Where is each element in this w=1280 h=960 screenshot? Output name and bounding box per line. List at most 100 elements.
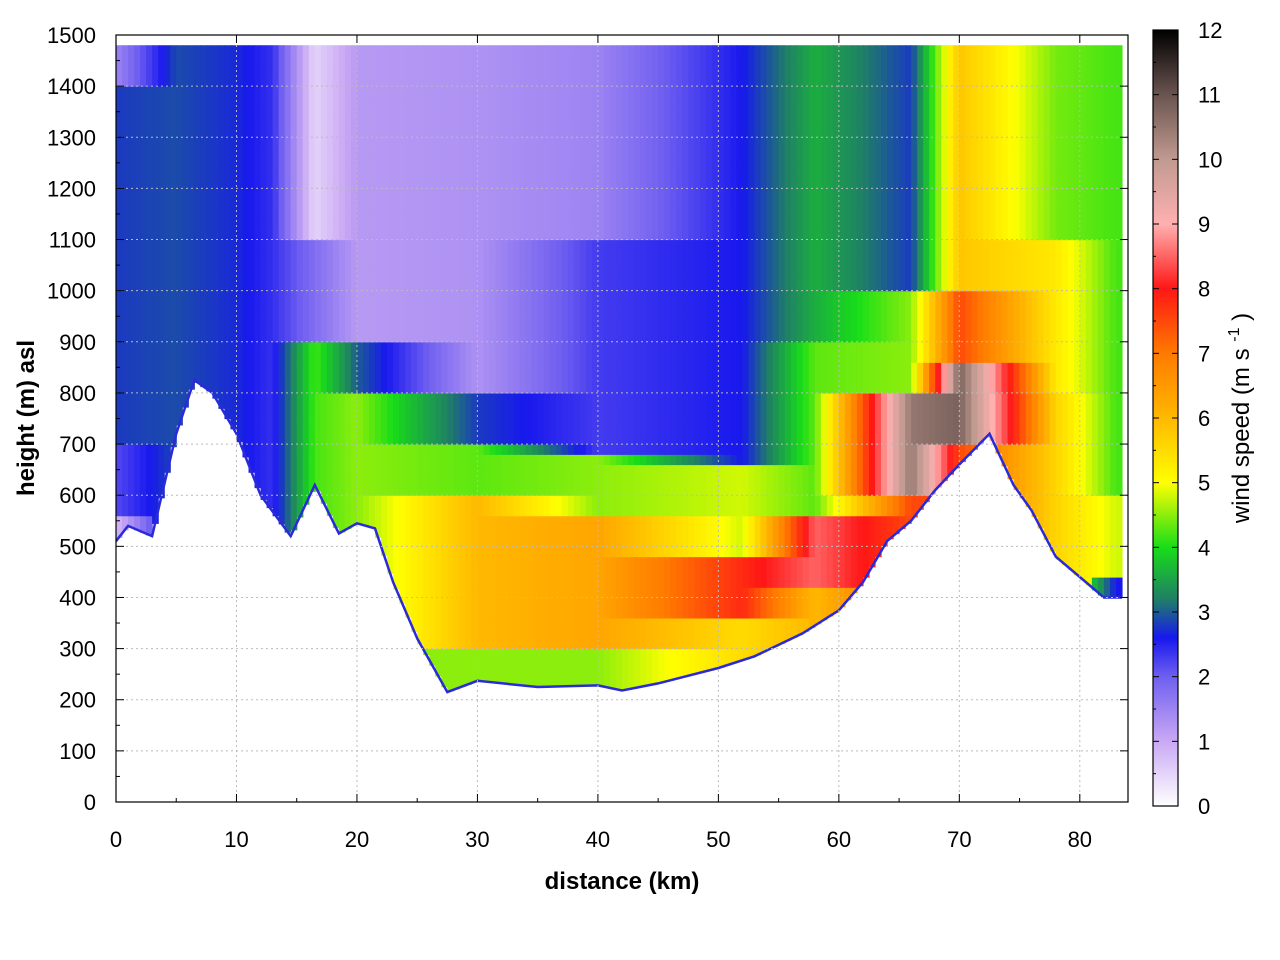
- heatmap-cell: [411, 464, 418, 476]
- heatmap-cell: [140, 239, 147, 251]
- heatmap-cell: [549, 45, 557, 57]
- heatmap-cell: [664, 178, 671, 189]
- heatmap-cell: [158, 75, 165, 87]
- heatmap-cell: [158, 280, 165, 292]
- heatmap-cell: [356, 454, 364, 466]
- heatmap-cell: [362, 331, 370, 343]
- heatmap-cell: [628, 587, 635, 599]
- heatmap-cell: [525, 75, 533, 87]
- heatmap-cell: [296, 188, 304, 200]
- heatmap-cell: [555, 392, 563, 404]
- heatmap-cell: [200, 167, 207, 179]
- heatmap-cell: [573, 495, 581, 507]
- heatmap-cell: [320, 239, 328, 251]
- heatmap-cell: [615, 229, 623, 241]
- heatmap-cell: [519, 249, 527, 261]
- heatmap-cell: [128, 167, 135, 179]
- heatmap-cell: [652, 413, 659, 425]
- heatmap-cell: [200, 382, 207, 388]
- heatmap-cell: [278, 321, 286, 333]
- heatmap-cell: [646, 157, 653, 169]
- heatmap-cell: [320, 331, 328, 343]
- heatmap-cell: [326, 96, 334, 108]
- heatmap-cell: [164, 270, 171, 282]
- heatmap-cell: [477, 96, 485, 108]
- heatmap-cell: [116, 188, 123, 200]
- heatmap-cell: [188, 208, 195, 220]
- heatmap-cell: [483, 290, 491, 302]
- heatmap-cell: [254, 157, 262, 169]
- heatmap-cell: [212, 178, 219, 189]
- heatmap-cell: [615, 65, 623, 77]
- heatmap-cell: [296, 423, 304, 435]
- heatmap-cell: [272, 259, 280, 271]
- heatmap-cell: [567, 311, 575, 322]
- heatmap-cell: [640, 270, 647, 282]
- heatmap-cell: [399, 86, 406, 97]
- heatmap-cell: [537, 628, 545, 639]
- heatmap-cell: [501, 495, 509, 507]
- heatmap-cell: [495, 290, 503, 302]
- heatmap-cell: [387, 362, 394, 374]
- heatmap-cell: [387, 311, 394, 322]
- heatmap-cell: [652, 638, 659, 650]
- heatmap-cell: [670, 515, 677, 527]
- heatmap-cell: [417, 433, 424, 445]
- heatmap-cell: [483, 96, 491, 108]
- heatmap-cell: [622, 137, 629, 149]
- heatmap-cell: [519, 587, 527, 599]
- heatmap-cell: [537, 403, 545, 414]
- heatmap-cell: [146, 75, 153, 87]
- heatmap-cell: [603, 679, 611, 688]
- heatmap-cell: [676, 229, 683, 241]
- heatmap-cell: [441, 658, 448, 670]
- heatmap-cell: [236, 55, 244, 67]
- heatmap-cell: [242, 362, 250, 374]
- heatmap-cell: [495, 96, 503, 108]
- heatmap-cell: [585, 178, 593, 189]
- heatmap-cell: [284, 300, 292, 312]
- heatmap-cell: [122, 392, 129, 404]
- heatmap-cell: [670, 423, 677, 435]
- heatmap-cell: [170, 362, 177, 374]
- heatmap-cell: [393, 341, 400, 353]
- heatmap-cell: [356, 127, 364, 138]
- heatmap-cell: [302, 137, 310, 149]
- heatmap-cell: [375, 352, 382, 363]
- heatmap-cell: [362, 454, 370, 466]
- heatmap-cell: [628, 157, 635, 169]
- heatmap-cell: [332, 444, 340, 455]
- heatmap-cell: [640, 331, 647, 343]
- heatmap-cell: [429, 546, 436, 558]
- heatmap-cell: [242, 229, 250, 241]
- heatmap-cell: [423, 157, 430, 169]
- heatmap-cell: [634, 86, 641, 97]
- heatmap-cell: [405, 536, 412, 547]
- heatmap-cell: [549, 96, 557, 108]
- heatmap-cell: [622, 188, 629, 200]
- heatmap-cell: [423, 311, 430, 322]
- heatmap-cell: [459, 280, 466, 292]
- heatmap-cell: [634, 362, 641, 374]
- heatmap-cell: [417, 167, 424, 179]
- heatmap-cell: [664, 341, 671, 353]
- heatmap-cell: [597, 321, 605, 333]
- heatmap-cell: [399, 116, 406, 128]
- heatmap-cell: [375, 157, 382, 169]
- heatmap-cell: [585, 127, 593, 138]
- heatmap-cell: [236, 219, 244, 230]
- heatmap-cell: [260, 239, 268, 251]
- heatmap-cell: [597, 597, 605, 609]
- heatmap-cell: [405, 300, 412, 312]
- heatmap-cell: [543, 198, 551, 210]
- heatmap-cell: [326, 178, 334, 189]
- heatmap-cell: [453, 597, 460, 609]
- heatmap-cell: [152, 249, 159, 261]
- heatmap-cell: [670, 259, 677, 271]
- heatmap-cell: [567, 198, 575, 210]
- heatmap-cell: [140, 413, 147, 425]
- heatmap-cell: [194, 341, 201, 353]
- heatmap-cell: [465, 208, 472, 220]
- heatmap-cell: [459, 229, 466, 241]
- heatmap-cell: [362, 474, 370, 486]
